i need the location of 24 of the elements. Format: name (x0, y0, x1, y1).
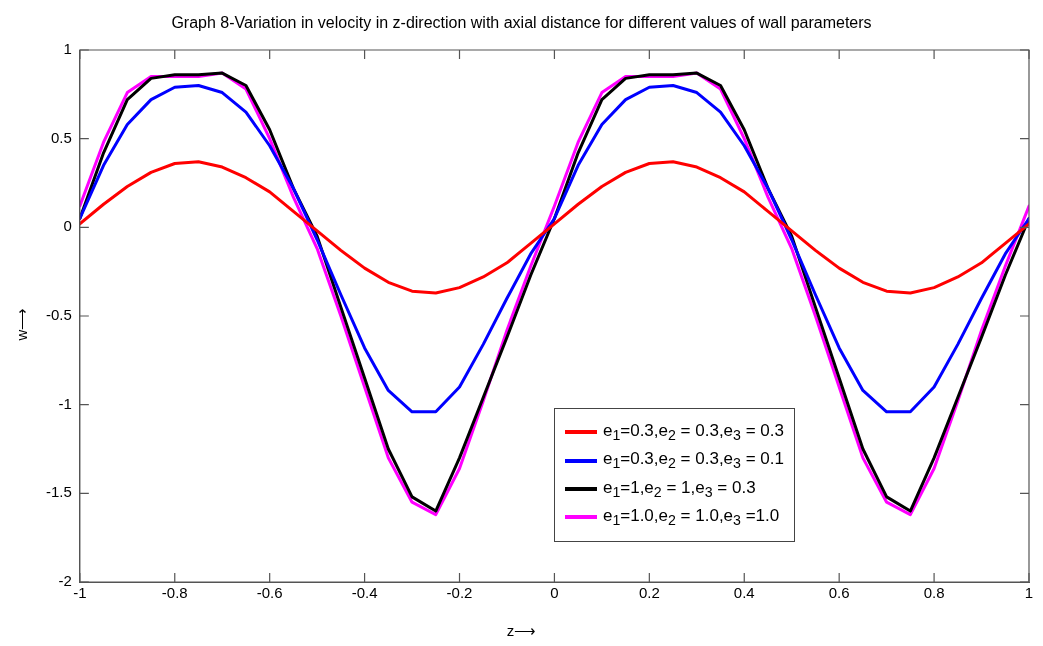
x-tick-label: 0.6 (828, 584, 850, 602)
y-tick-label: 1 (63, 40, 72, 58)
x-tick-label: 0.4 (733, 584, 755, 602)
y-tick-label: -2 (58, 572, 72, 590)
y-tick-label: -1.5 (45, 483, 72, 501)
x-tick-label: -0.6 (256, 584, 283, 602)
x-tick-label: 0.8 (923, 584, 945, 602)
x-tick-label: -0.2 (446, 584, 473, 602)
x-tick-label: -0.8 (161, 584, 188, 602)
y-tick-label: -1 (58, 394, 72, 412)
y-tick-label: 0 (63, 217, 72, 235)
legend-label: e$_{1}$=1.0,e$_{2}$ = 1.0,e$_{3}$ =1.0 (602, 506, 780, 529)
y-tick-label: -0.5 (45, 306, 72, 324)
x-axis-title: z⟶ (505, 622, 538, 640)
legend-label: e$_{1}$=0.3,e$_{2}$ = 0.3,e$_{3}$ = 0.3 (602, 421, 784, 444)
legend-label: e$_{1}$=1,e$_{2}$ = 1,e$_{3}$ = 0.3 (602, 477, 756, 501)
chart-title: Graph 8-Variation in velocity in z-direction with axial distance for different values of wall parameters (170, 14, 873, 32)
x-tick-label: 0 (550, 584, 559, 602)
legend-label: e$_{1}$=0.3,e$_{2}$ = 0.3,e$_{3}$ = 0.1 (602, 449, 784, 472)
x-tick-label: -0.4 (351, 584, 378, 602)
y-axis-title: w⟶ (13, 307, 32, 341)
y-tick-label: 0.5 (50, 128, 72, 146)
x-tick-label: 0.2 (638, 584, 660, 602)
x-tick-label: 1 (1024, 584, 1034, 602)
